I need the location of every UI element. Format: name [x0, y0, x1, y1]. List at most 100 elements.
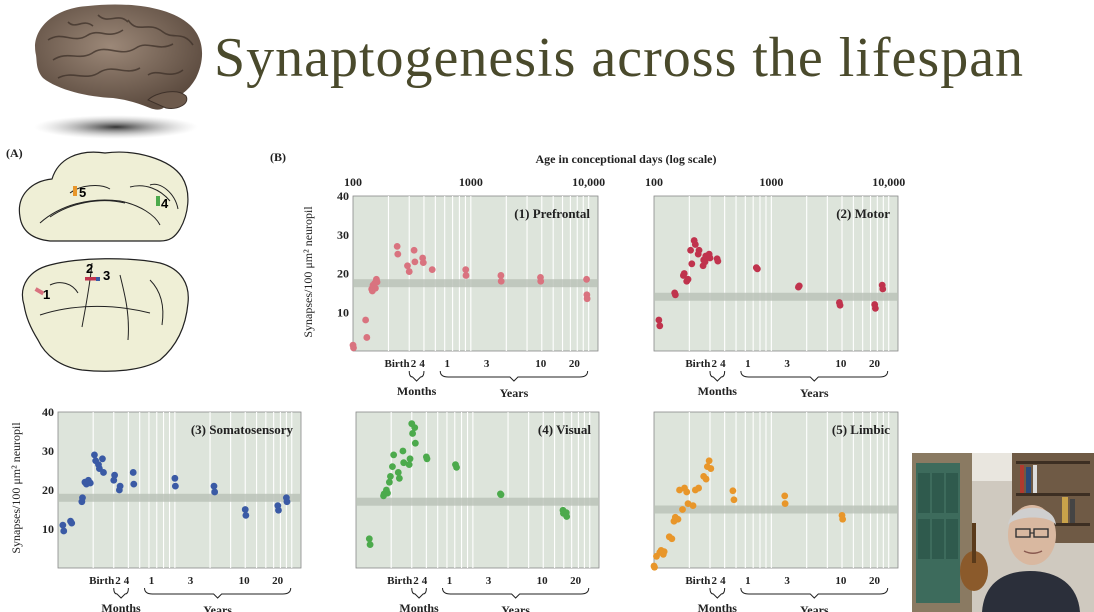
data-point — [91, 451, 98, 459]
top-tick-label: 100 — [645, 175, 663, 189]
data-point — [795, 282, 803, 290]
data-point — [68, 519, 76, 527]
region-3-label: 3 — [103, 268, 110, 283]
years-brace — [442, 587, 590, 599]
years-label: Years — [800, 603, 829, 612]
data-point — [583, 275, 590, 283]
region-1-marker — [34, 287, 45, 296]
years-label: Years — [203, 603, 232, 612]
y-axis-label-top-text: Synapses/100 μm² neuropil — [301, 206, 315, 338]
y-tick-label: 20 — [337, 267, 349, 281]
data-point — [695, 246, 703, 254]
bottom-tick-label: 4 — [422, 575, 428, 587]
data-point — [679, 506, 686, 513]
data-point — [384, 489, 391, 497]
data-point — [706, 254, 714, 262]
data-point — [210, 482, 218, 490]
data-point — [372, 284, 379, 292]
data-point — [453, 463, 460, 471]
years-brace — [439, 370, 589, 382]
y-tick-label: 40 — [42, 405, 54, 419]
bottom-tick-label: Birth — [685, 358, 710, 370]
data-point — [660, 548, 668, 556]
panel-title: (1) Prefrontal — [514, 206, 590, 221]
data-point — [100, 469, 107, 476]
bottom-tick-label: Birth — [89, 575, 114, 587]
data-point — [385, 478, 393, 486]
data-point — [275, 506, 282, 514]
data-point — [410, 246, 418, 254]
bottom-tick-label: 2 — [413, 575, 419, 587]
adult-level-band — [58, 493, 301, 502]
top-tick-label: 1000 — [759, 175, 783, 189]
top-tick-label: 1000 — [459, 175, 483, 189]
bottom-tick-label: 1 — [447, 575, 453, 587]
bottom-tick-label: 10 — [835, 358, 847, 370]
bottom-tick-label: 2 — [115, 575, 121, 587]
top-tick-label: 10,000 — [872, 175, 905, 189]
chart-panel-3: (3) Somatosensory 10 20 30 40 Birth 2 4 1 3 10 20 Mo… — [42, 405, 302, 612]
region-2-marker — [85, 277, 97, 281]
data-point — [687, 246, 694, 254]
region-5-marker — [73, 186, 77, 196]
y-tick-label: 10 — [337, 305, 349, 319]
data-point — [423, 455, 431, 463]
presenter-webcam — [912, 453, 1094, 612]
chart-panel-4: (4) Visual Birth 2 4 1 3 10 20 Months Years — [355, 411, 600, 612]
data-point — [59, 521, 67, 529]
data-point — [701, 258, 709, 266]
years-label: Years — [500, 386, 529, 400]
medial-brain-outline — [18, 151, 189, 242]
data-point — [400, 459, 408, 467]
data-point — [428, 266, 436, 274]
bottom-tick-label: 1 — [445, 358, 451, 370]
data-point — [702, 475, 710, 483]
chart-panel-2: (2) Motor 100 1000 10,000 Birth 2 4 1 3 10 20 Month… — [645, 175, 905, 400]
data-point — [730, 496, 738, 504]
data-point — [497, 272, 505, 279]
data-point — [129, 469, 137, 476]
years-label: Years — [501, 603, 530, 612]
data-point — [655, 316, 663, 324]
bottom-tick-label: 1 — [149, 575, 155, 587]
bottom-tick-label: 3 — [784, 358, 790, 370]
panel-title: (5) Limbic — [832, 422, 890, 437]
data-point — [373, 278, 381, 286]
data-point — [656, 322, 664, 330]
bottom-tick-label: 4 — [419, 358, 425, 370]
data-point — [399, 447, 407, 455]
data-point — [411, 439, 419, 447]
data-point — [389, 463, 396, 470]
data-point — [781, 500, 789, 508]
years-brace — [144, 587, 292, 599]
data-point — [362, 316, 370, 324]
adult-level-band — [654, 505, 898, 514]
bottom-tick-label: 1 — [745, 575, 751, 587]
data-point — [695, 484, 703, 492]
brain-illustration — [34, 4, 203, 139]
data-point — [537, 277, 545, 285]
adult-level-band — [654, 292, 898, 301]
data-point — [671, 291, 679, 299]
bottom-tick-label: 20 — [869, 575, 881, 587]
bottom-tick-label: 10 — [537, 575, 549, 587]
data-point — [411, 258, 419, 266]
bottom-tick-label: 20 — [570, 575, 582, 587]
months-brace — [411, 587, 427, 599]
y-tick-label: 10 — [42, 522, 54, 536]
data-point — [116, 482, 124, 490]
adult-level-band — [356, 497, 599, 506]
data-point — [387, 472, 394, 480]
top-tick-label: 100 — [344, 175, 362, 189]
bottom-tick-label: 20 — [272, 575, 284, 587]
chart-panel-background — [355, 411, 600, 569]
data-point — [497, 491, 505, 499]
data-point — [871, 304, 879, 312]
data-point — [395, 474, 403, 482]
brain-region-diagram: 5 4 1 2 3 — [18, 151, 189, 372]
bottom-tick-label: 10 — [835, 575, 847, 587]
data-point — [583, 295, 591, 303]
bottom-tick-label: 3 — [484, 358, 490, 370]
